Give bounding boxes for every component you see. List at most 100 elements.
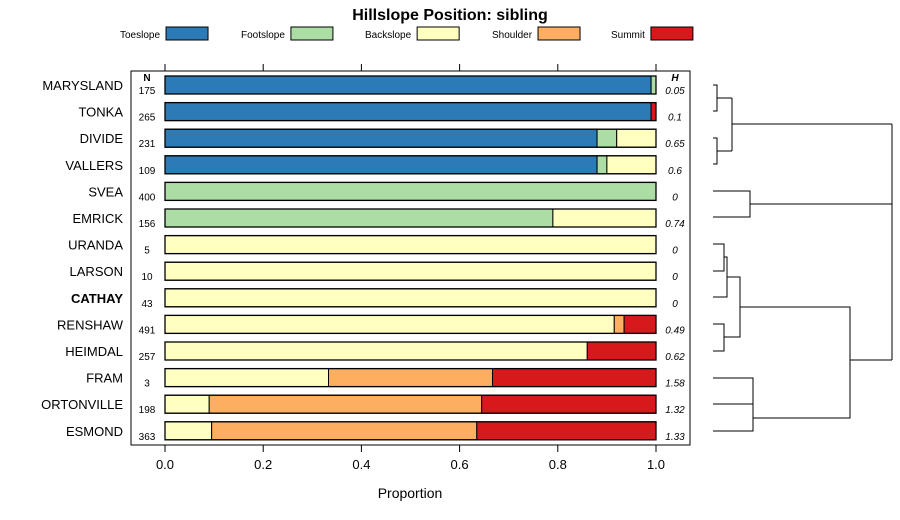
soil-label-vallers: VALLERS xyxy=(65,158,123,173)
bar-segment-uranda-backslope xyxy=(164,235,657,255)
bar-segment-cathay-backslope xyxy=(164,288,657,308)
n-label-vallers: 109 xyxy=(139,166,156,177)
h-label-fram: 1.58 xyxy=(665,379,685,390)
soil-label-tonka: TONKA xyxy=(78,105,123,120)
bar-outline-uranda xyxy=(164,234,657,255)
bar-segment-emrick-footslope xyxy=(164,208,554,228)
legend-label-shoulder: Shoulder xyxy=(492,30,533,41)
chart-title: Hillslope Position: sibling xyxy=(352,7,548,24)
row-cathay: CATHAY 43 0 xyxy=(71,288,678,310)
bar-segment-divide-footslope xyxy=(596,128,618,148)
bar-outline-svea xyxy=(164,181,657,202)
bar-segment-esmond-shoulder xyxy=(211,421,478,441)
bar-segment-tonka-toeslope xyxy=(164,102,652,122)
bar-segment-renshaw-backslope xyxy=(164,314,615,334)
legend: Toeslope Footslope Backslope Shoulder Summit xyxy=(120,26,694,41)
bar-outline-heimdal xyxy=(164,341,657,361)
bar-segment-heimdal-summit xyxy=(586,341,657,361)
row-marysland: MARYSLAND 175 0.05 xyxy=(42,75,685,97)
x-axis-label: Proportion xyxy=(378,485,443,501)
soil-label-uranda: URANDA xyxy=(68,238,123,253)
bar-segment-divide-backslope xyxy=(616,128,657,148)
row-emrick: EMRICK 156 0.74 xyxy=(72,208,685,230)
h-label-ortonville: 1.32 xyxy=(665,405,685,416)
bar-segment-ortonville-backslope xyxy=(164,394,210,414)
soil-label-heimdal: HEIMDAL xyxy=(65,344,123,359)
soil-label-marysland: MARYSLAND xyxy=(42,78,123,93)
bar-outline-marysland xyxy=(164,75,657,95)
x-tick-label-1: 0.2 xyxy=(254,457,272,472)
bar-segment-emrick-backslope xyxy=(552,208,657,228)
n-label-emrick: 156 xyxy=(139,219,156,230)
dendro-branch-uranda-larson xyxy=(713,243,725,272)
row-svea: SVEA 400 0 xyxy=(88,181,678,203)
x-tick-label-4: 0.8 xyxy=(549,457,567,472)
bar-segment-vallers-toeslope xyxy=(164,155,598,175)
row-renshaw: RENSHAW 491 0.49 xyxy=(57,314,685,336)
bar-segment-esmond-summit xyxy=(476,421,657,441)
n-label-divide: 231 xyxy=(139,139,156,150)
dendro-branch-fram-ortonville xyxy=(713,377,754,405)
n-label-renshaw: 491 xyxy=(139,325,156,336)
legend-label-toeslope: Toeslope xyxy=(120,30,160,41)
soil-label-esmond: ESMOND xyxy=(66,424,123,439)
dendro-branch-toeslope-cluster xyxy=(731,98,892,151)
bar-segment-marysland-toeslope xyxy=(164,75,652,95)
row-divide: DIVIDE 231 0.65 xyxy=(80,128,685,150)
x-axis: 0.0 0.2 0.4 0.6 0.8 1.0 xyxy=(156,64,665,472)
dendro-branch-renshaw-heimdal xyxy=(713,323,725,352)
bar-outline-ortonville xyxy=(164,394,657,414)
n-label-marysland: 175 xyxy=(139,86,156,97)
h-label-vallers: 0.6 xyxy=(668,166,682,177)
bar-outline-larson xyxy=(164,261,657,281)
bar-outline-emrick xyxy=(164,208,657,228)
n-label-esmond: 363 xyxy=(139,432,156,443)
dendro-branch-esmond xyxy=(713,391,754,432)
h-label-cathay: 0 xyxy=(672,299,678,310)
n-label-heimdal: 257 xyxy=(139,352,156,363)
soil-label-ortonville: ORTONVILLE xyxy=(41,397,123,412)
x-tick-label-0: 0.0 xyxy=(156,457,174,472)
legend-label-footslope: Footslope xyxy=(241,30,285,41)
soil-label-larson: LARSON xyxy=(70,264,123,279)
bar-segment-renshaw-summit xyxy=(623,314,657,334)
legend-label-backslope: Backslope xyxy=(365,30,412,41)
h-label-esmond: 1.33 xyxy=(665,432,685,443)
bar-outline-vallers xyxy=(164,155,657,175)
h-label-renshaw: 0.49 xyxy=(665,325,685,336)
plot-panel xyxy=(130,70,691,446)
h-label-tonka: 0.1 xyxy=(668,113,682,124)
dendro-branch-marysland-tonka xyxy=(713,84,732,112)
bar-segment-larson-backslope xyxy=(164,261,657,281)
n-label-ortonville: 198 xyxy=(139,405,156,416)
legend-swatch-shoulder xyxy=(537,26,581,41)
soil-label-divide: DIVIDE xyxy=(80,131,124,146)
dendro-branch-cathay xyxy=(713,256,728,298)
h-label-larson: 0 xyxy=(672,272,678,283)
bar-outline-tonka xyxy=(164,101,657,122)
bar-segment-renshaw-shoulder xyxy=(613,314,625,334)
bar-outline-esmond xyxy=(164,421,657,441)
h-label-heimdal: 0.62 xyxy=(665,352,685,363)
legend-swatch-summit xyxy=(650,26,694,41)
x-tick-label-3: 0.6 xyxy=(451,457,469,472)
dendro-branch-svea-emrick xyxy=(713,190,892,218)
soil-label-svea: SVEA xyxy=(88,184,123,199)
n-label-tonka: 265 xyxy=(139,113,156,124)
bar-outline-divide xyxy=(164,128,657,148)
dendrogram xyxy=(713,84,893,432)
n-label-uranda: 5 xyxy=(144,246,150,257)
bar-segment-vallers-footslope xyxy=(596,155,608,175)
bar-segment-fram-summit xyxy=(491,368,657,388)
legend-swatch-toeslope xyxy=(165,26,209,41)
row-ortonville: ORTONVILLE 198 1.32 xyxy=(41,394,685,416)
row-fram: FRAM 3 1.58 xyxy=(86,367,685,390)
h-label-uranda: 0 xyxy=(672,246,678,257)
soil-label-fram: FRAM xyxy=(86,371,123,386)
row-larson: LARSON 10 0 xyxy=(70,261,678,283)
dendro-branch-summit-cluster xyxy=(740,306,892,419)
h-label-divide: 0.65 xyxy=(665,139,685,150)
row-uranda: URANDA 5 0 xyxy=(68,234,678,257)
bar-segment-ortonville-summit xyxy=(481,394,657,414)
